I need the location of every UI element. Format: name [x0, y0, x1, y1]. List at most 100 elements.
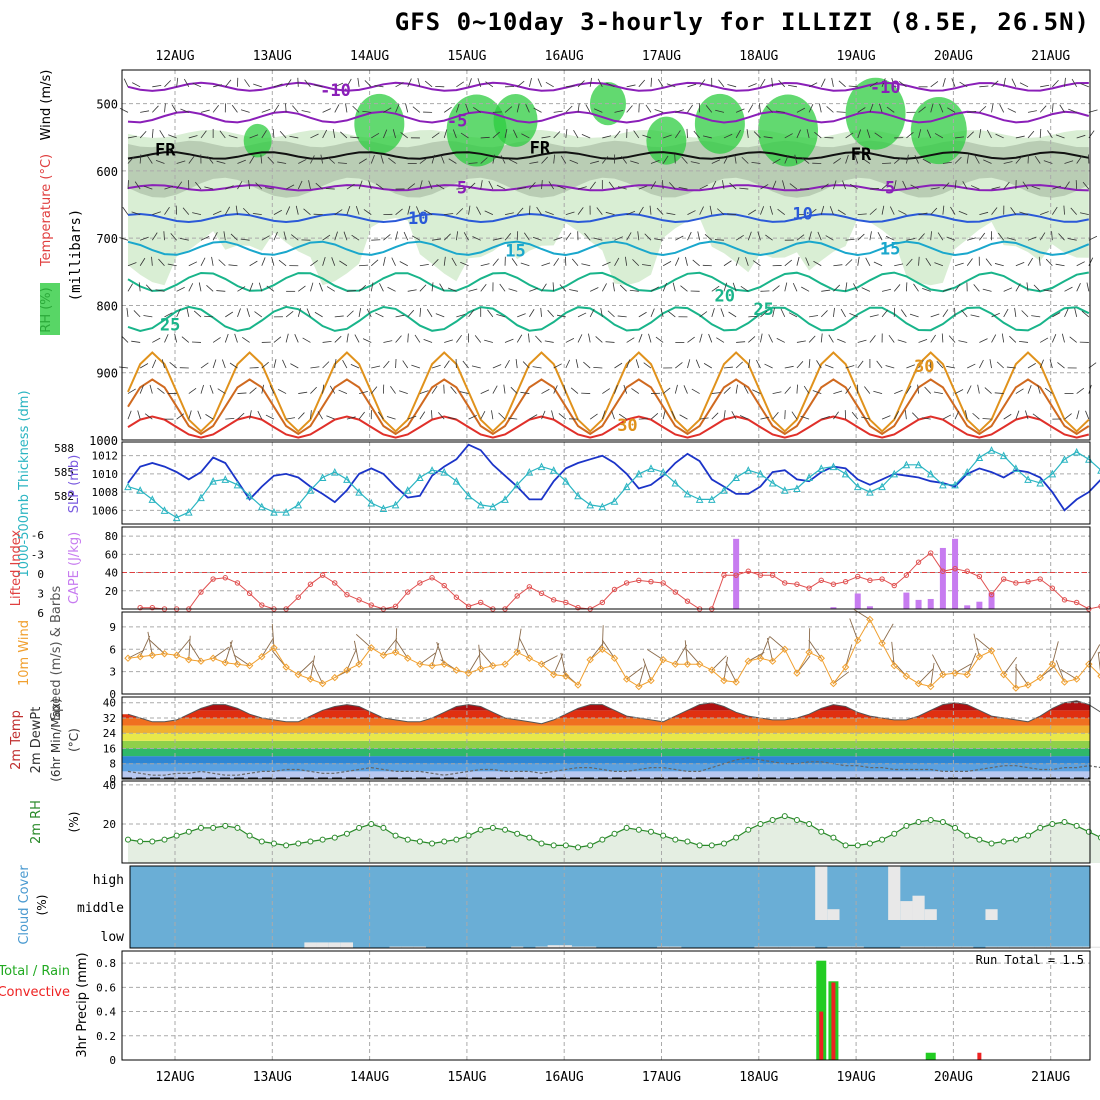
- wind-barb: [346, 183, 355, 190]
- wind-barb: [492, 154, 495, 164]
- cloud-middle-bar: [888, 893, 901, 920]
- wind-barb: [838, 80, 846, 88]
- wind-barb: [946, 365, 956, 369]
- wind-barb: [991, 207, 998, 215]
- cape-bar: [976, 601, 983, 609]
- contour-label: 25: [753, 300, 773, 320]
- lifted-index-marker: [1073, 599, 1080, 606]
- rh-2m-marker: [745, 826, 752, 833]
- wind-barb: [906, 238, 916, 241]
- wind-barb: [1015, 156, 1022, 164]
- wind-barb: [298, 285, 306, 292]
- wind-barb: [893, 180, 897, 190]
- wind-barb: [435, 313, 445, 318]
- contour-label: -5: [447, 111, 467, 131]
- wind-barb: [535, 335, 542, 343]
- wind-barb: [395, 314, 405, 318]
- rh-2m-marker: [562, 842, 569, 849]
- wind-barb: [752, 260, 761, 267]
- wind-barb: [123, 78, 129, 87]
- wind-barb: [979, 359, 984, 369]
- wind-barb: [212, 337, 221, 343]
- wind-barb: [869, 208, 877, 215]
- wind-barb: [144, 413, 153, 420]
- wind-speed-marker: [586, 656, 594, 664]
- wind-barb: [242, 336, 250, 343]
- wind-barb: [778, 79, 786, 88]
- wind-barb: [521, 133, 530, 139]
- rh-2m-marker: [283, 842, 290, 849]
- wind-barb: [419, 390, 429, 394]
- lifted-index-marker: [1025, 578, 1031, 585]
- wind-barb: [273, 104, 280, 113]
- wind-barb: [477, 78, 482, 87]
- wind-barb: [217, 388, 226, 394]
- y-tick-label-slp: 1010: [92, 468, 119, 481]
- wind-barb: [821, 415, 830, 420]
- wind-speed-marker: [452, 666, 461, 674]
- cloud-low-bar: [1009, 946, 1022, 948]
- wind-barb-10m: [312, 662, 324, 684]
- wind-barb: [127, 156, 135, 164]
- wind-barb: [801, 286, 810, 292]
- thickness-marker: [926, 469, 935, 478]
- wind-barb: [735, 384, 738, 394]
- wind-barb: [164, 334, 169, 343]
- cloud-low-bar: [912, 946, 925, 948]
- wind-barb: [286, 417, 296, 420]
- wind-barb: [784, 155, 789, 164]
- rh-2m-marker: [125, 836, 131, 843]
- rh-2m-marker: [575, 844, 582, 851]
- wind-barb: [1051, 334, 1057, 343]
- wind-barb: [910, 184, 919, 190]
- wind-speed-marker: [622, 675, 631, 683]
- y-axis-label-rh-b: (%): [67, 812, 81, 833]
- wind-barb: [826, 106, 834, 113]
- wind-barb: [614, 384, 618, 394]
- y-axis-label-temp-b: 2m DewPt: [29, 707, 44, 774]
- wind-barb: [1033, 284, 1041, 292]
- wind-barb: [565, 359, 571, 369]
- wind-barb: [699, 79, 706, 88]
- wind-barb: [249, 134, 259, 139]
- lifted-index-marker: [891, 582, 897, 589]
- wind-barb: [885, 365, 895, 369]
- x-tick-label-top: 15AUG: [447, 49, 486, 64]
- thickness-marker: [525, 467, 534, 476]
- lifted-index-marker: [830, 581, 837, 587]
- wind-barb: [629, 289, 639, 292]
- wind-barb: [982, 418, 992, 420]
- temp-2m-line: [127, 700, 1100, 725]
- wind-barb-10m: [478, 649, 494, 666]
- wind-barb: [1019, 211, 1029, 216]
- wind-barb: [269, 385, 275, 394]
- wind-barb: [556, 314, 566, 318]
- wind-barb-10m: [975, 637, 992, 652]
- wind-barb: [209, 384, 214, 394]
- wind-barb: [313, 84, 323, 88]
- x-tick-label-top: 19AUG: [837, 49, 876, 64]
- thickness-marker: [574, 491, 582, 500]
- wind-barb: [1076, 410, 1080, 420]
- precip-convective-bar: [977, 1052, 982, 1060]
- y-axis-label-cloud-a: Cloud Cover: [17, 865, 32, 945]
- x-tick-label-bottom: 20AUG: [934, 1070, 973, 1085]
- y-tick-label-thickness: 585: [54, 466, 74, 479]
- wind-barb: [967, 237, 976, 241]
- wind-barb-10m: [149, 639, 165, 655]
- wind-barb: [997, 232, 1005, 241]
- wind-barb: [362, 110, 372, 113]
- wind-speed-marker: [635, 682, 643, 691]
- wind-barb: [151, 232, 158, 241]
- lifted-index-marker: [198, 589, 204, 595]
- wind-speed-marker: [768, 657, 777, 665]
- wind-barb: [237, 181, 243, 190]
- wind-barb: [954, 156, 962, 164]
- wind-barb: [593, 108, 603, 113]
- cloud-low-bar: [401, 946, 414, 948]
- wind-barb: [297, 180, 303, 190]
- wind-barb: [383, 256, 386, 266]
- wind-barb: [930, 187, 940, 190]
- cloud-low-bar: [389, 946, 402, 948]
- wind-barb: [748, 336, 756, 343]
